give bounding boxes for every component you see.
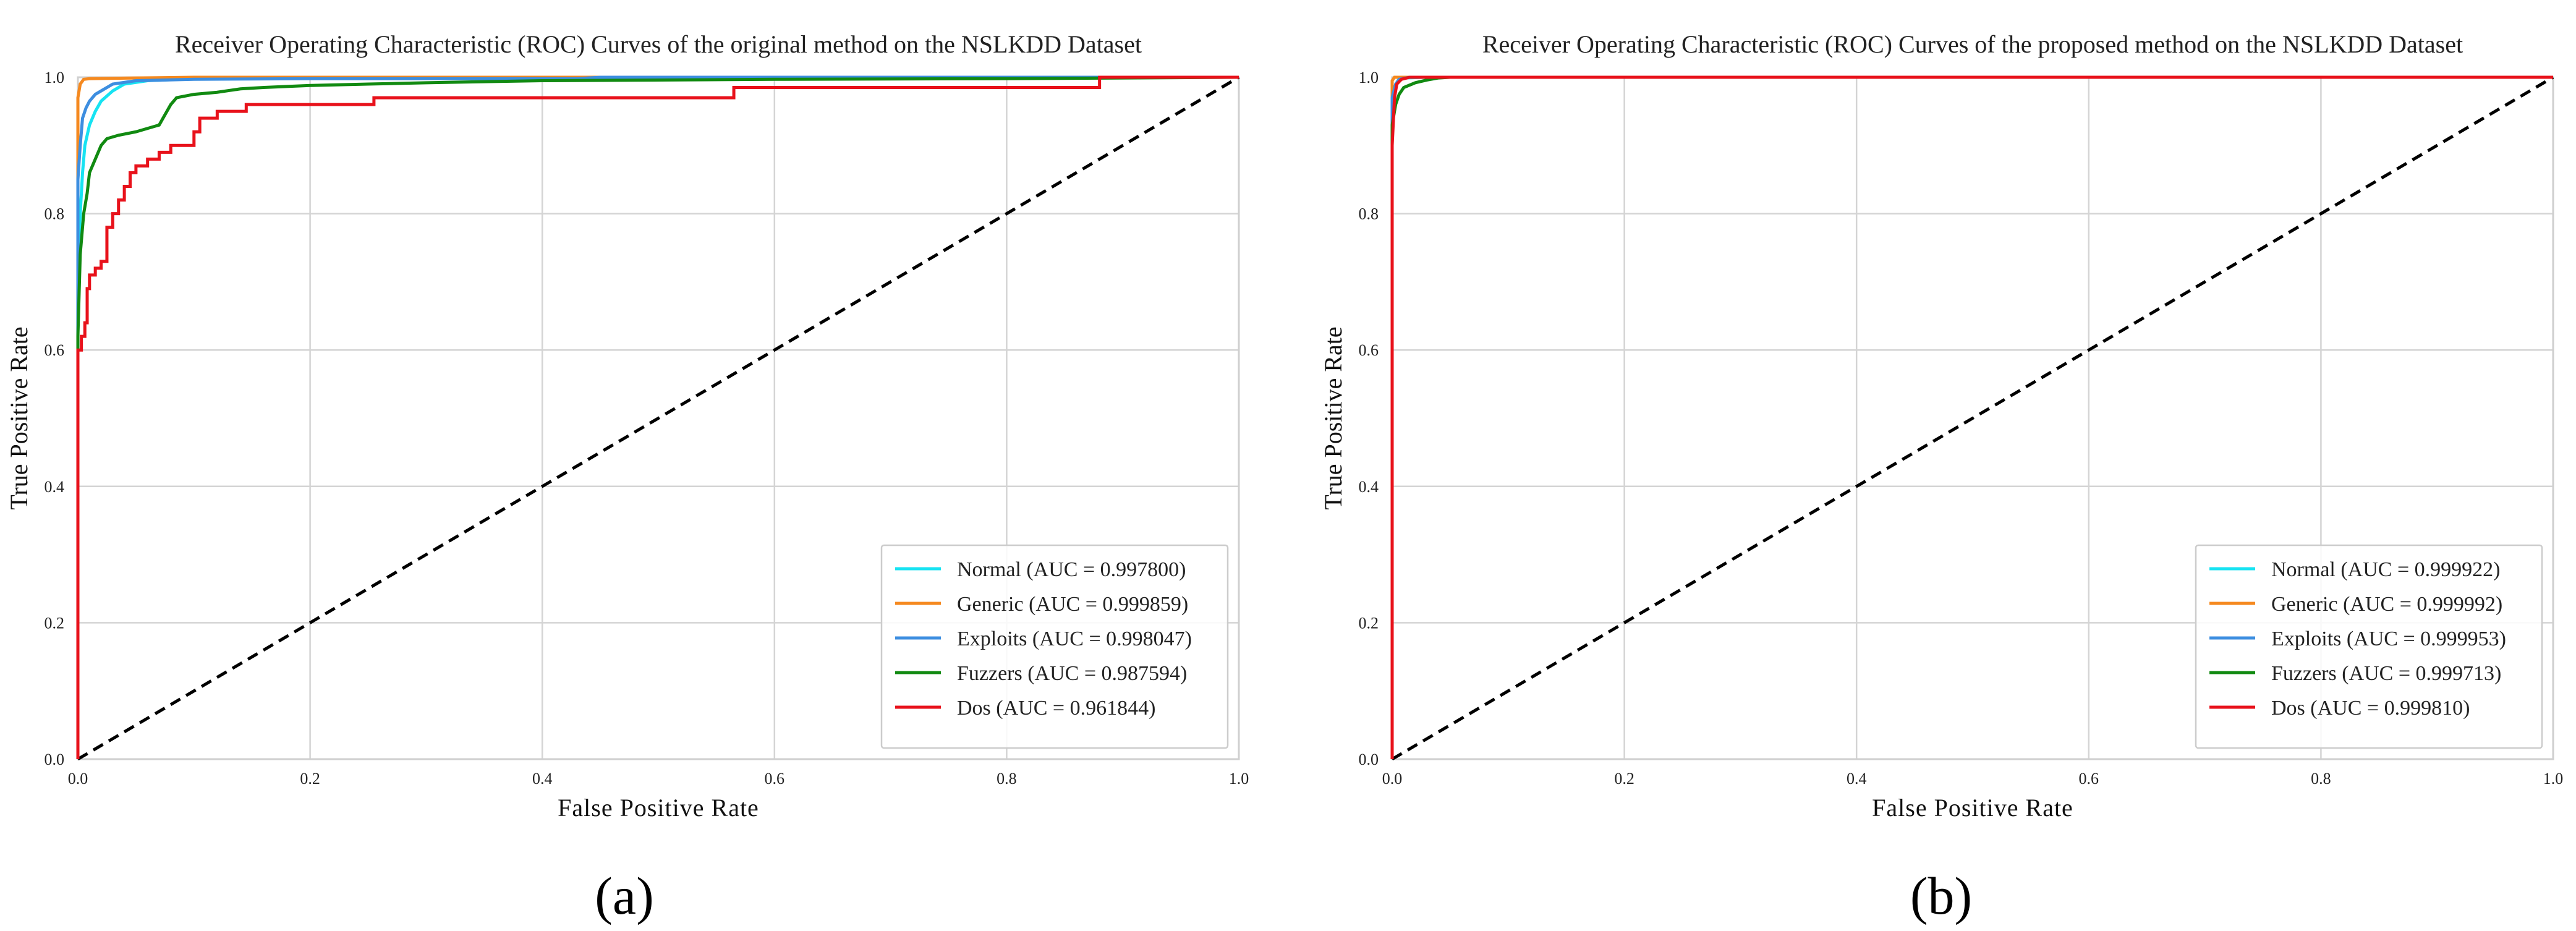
roc-chart-b: 0.0 0.2 0.4 0.6 0.8 1.0 0.0 0.2 0.4 0.6 0.8 1.0 Rece… <box>1319 30 2563 925</box>
y-tick-label: 0.6 <box>45 341 65 359</box>
x-tick-label: 0.4 <box>1847 770 1867 788</box>
x-tick-label: 1.0 <box>2543 770 2564 788</box>
legend-box <box>880 544 1229 749</box>
roc-curve-generic <box>76 75 1239 759</box>
y-tick-label: 0.6 <box>1359 341 1379 359</box>
legend-label-fuzzers: Fuzzers (AUC = 0.987594) <box>957 662 1187 685</box>
y-tick-label: 0.8 <box>45 205 65 223</box>
legend-label-fuzzers: Fuzzers (AUC = 0.999713) <box>2271 662 2501 685</box>
legend-label-dos: Dos (AUC = 0.961844) <box>957 697 1155 720</box>
x-tick-label: 0.2 <box>1614 770 1634 788</box>
y-axis-label: True Positive Rate <box>1319 326 1347 509</box>
legend-label-exploits: Exploits (AUC = 0.999953) <box>2271 627 2506 650</box>
chart-title: Receiver Operating Characteristic (ROC) … <box>175 30 1142 58</box>
roc-curve-fuzzers <box>76 75 1239 759</box>
x-tick-label: 0.6 <box>765 770 785 788</box>
x-tick-label: 0.2 <box>300 770 320 788</box>
y-tick-label: 1.0 <box>45 69 65 87</box>
x-axis-label: False Positive Rate <box>558 794 759 822</box>
y-tick-label: 0.4 <box>1359 478 1379 496</box>
legend-box <box>2195 544 2543 749</box>
x-tick-label: 0.0 <box>1382 770 1403 788</box>
y-tick-label: 0.8 <box>1359 205 1379 223</box>
diagonal-reference-line <box>1391 75 2554 761</box>
y-tick-label: 1.0 <box>1359 69 1379 87</box>
x-tick-label: 0.4 <box>532 770 553 788</box>
legend: Normal (AUC = 0.997800) Generic (AUC = 0.… <box>880 544 1229 749</box>
roc-chart-a: 0.0 0.2 0.4 0.6 0.8 1.0 0.0 0.2 0.4 0.6 0.8 1.0 Rece… <box>5 30 1249 925</box>
roc-curve-exploits <box>76 75 1239 759</box>
x-tick-label: 0.6 <box>2079 770 2099 788</box>
x-tick-label: 0.8 <box>2311 770 2331 788</box>
legend-label-exploits: Exploits (AUC = 0.998047) <box>957 627 1192 650</box>
y-tick-label: 0.4 <box>45 478 65 496</box>
y-tick-label: 0.0 <box>1359 750 1379 768</box>
y-tick-label: 0.2 <box>1359 614 1379 632</box>
roc-curve-dos <box>1390 75 2553 759</box>
x-tick-label: 0.8 <box>997 770 1017 788</box>
legend: Normal (AUC = 0.999922) Generic (AUC = 0.… <box>2195 544 2543 749</box>
panel-label: (b) <box>1910 866 1972 925</box>
y-axis-label: True Positive Rate <box>5 326 33 509</box>
chart-title: Receiver Operating Characteristic (ROC) … <box>1482 30 2463 58</box>
legend-label-normal: Normal (AUC = 0.997800) <box>957 558 1186 581</box>
legend-label-normal: Normal (AUC = 0.999922) <box>2271 558 2500 581</box>
roc-curve-dos <box>76 75 1239 759</box>
x-axis-label: False Positive Rate <box>1872 794 2073 822</box>
diagonal-reference-line <box>77 75 1240 761</box>
legend-label-dos: Dos (AUC = 0.999810) <box>2271 697 2470 720</box>
y-tick-label: 0.2 <box>45 614 65 632</box>
panel-label: (a) <box>595 866 653 925</box>
x-tick-label: 1.0 <box>1229 770 1249 788</box>
legend-label-generic: Generic (AUC = 0.999992) <box>2271 593 2502 616</box>
x-tick-label: 0.0 <box>68 770 88 788</box>
y-tick-label: 0.0 <box>45 750 65 768</box>
legend-label-generic: Generic (AUC = 0.999859) <box>957 593 1188 616</box>
